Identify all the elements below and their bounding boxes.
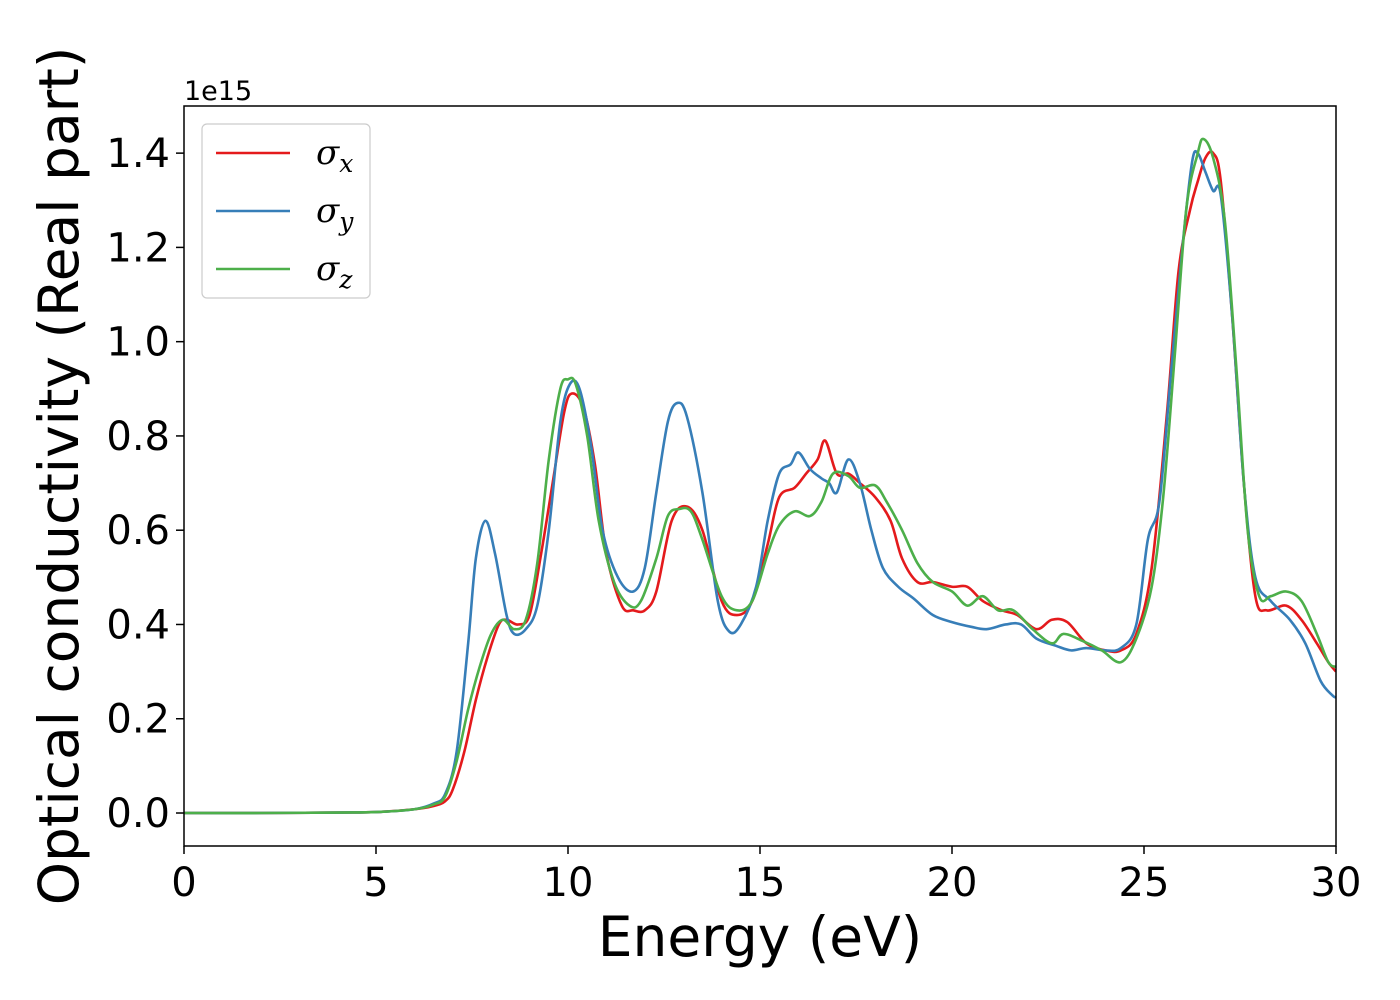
- y-axis: 0.0 0.2 0.4 0.6 0.8 1.0 1.2 1.4: [106, 131, 184, 837]
- y-tick-label: 0.0: [106, 791, 170, 837]
- legend-label-y: σy: [316, 191, 354, 236]
- x-tick-label: 20: [927, 860, 978, 906]
- y-tick-label: 1.0: [106, 320, 170, 366]
- plot-area: [184, 106, 1336, 846]
- x-tick-label: 10: [543, 860, 594, 906]
- y-tick-label: 0.8: [106, 414, 170, 460]
- x-tick-label: 5: [363, 860, 388, 906]
- y-offset-label: 1e15: [184, 76, 252, 107]
- y-tick-label: 0.2: [106, 697, 170, 743]
- y-tick-label: 0.4: [106, 602, 170, 648]
- y-tick-label: 0.6: [106, 508, 170, 554]
- y-axis-title: Optical conductivity (Real part): [27, 47, 91, 906]
- y-tick-label: 1.2: [106, 225, 170, 271]
- x-tick-label: 30: [1311, 860, 1362, 906]
- x-axis: 0 5 10 15 20 25 30: [171, 846, 1361, 906]
- series-line-z: [184, 137, 1336, 815]
- x-tick-label: 25: [1119, 860, 1170, 906]
- legend-label-z: σz: [316, 249, 353, 294]
- x-tick-label: 0: [171, 860, 196, 906]
- series-line-y: [184, 149, 1336, 815]
- y-tick-label: 1.4: [106, 131, 170, 177]
- legend: σx σy σz: [201, 123, 371, 299]
- x-tick-label: 15: [735, 860, 786, 906]
- series-line-x: [184, 150, 1336, 815]
- legend-label-x: σx: [316, 133, 353, 178]
- series-layer: [184, 137, 1336, 815]
- x-axis-title: Energy (eV): [598, 905, 922, 969]
